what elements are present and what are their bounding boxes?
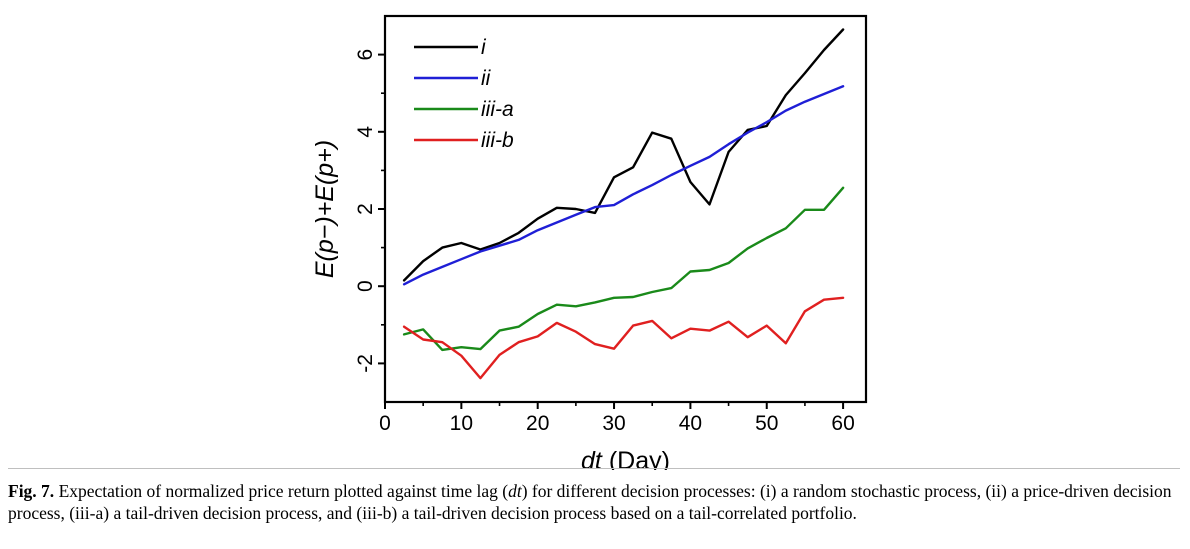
y-tick-label: 2 xyxy=(354,203,377,215)
legend-label-i: i xyxy=(481,36,487,59)
y-tick-label: 4 xyxy=(354,126,377,138)
x-tick-label: 10 xyxy=(450,412,473,435)
x-tick-label: 0 xyxy=(379,412,391,435)
caption-text-part: Expectation of normalized price return p… xyxy=(54,481,509,501)
caption-text-part: ) for different decision processes: (i) … xyxy=(8,481,1172,523)
figure-label: Fig. 7. xyxy=(8,481,55,501)
x-axis-title-part: dt xyxy=(581,447,603,470)
series-line-ii xyxy=(402,85,845,286)
x-tick-label: 50 xyxy=(755,412,778,435)
y-tick-label: -2 xyxy=(354,354,377,373)
legend-label-ii: ii xyxy=(481,67,492,90)
figure-caption: Fig. 7. Expectation of normalized price … xyxy=(8,468,1180,524)
series-line-iii-a xyxy=(402,186,845,352)
legend-label-iii-a: iii-a xyxy=(481,98,514,121)
legend-label-iii-b: iii-b xyxy=(481,129,514,152)
series-layer xyxy=(402,28,845,380)
plot-frame xyxy=(383,14,868,404)
caption-text: Expectation of normalized price return p… xyxy=(8,481,1172,523)
series-line-i xyxy=(402,28,845,282)
caption-text-part: dt xyxy=(508,481,522,501)
x-tick-label: 30 xyxy=(602,412,625,435)
y-axis-title: E(p−)+E(p+) xyxy=(311,140,339,278)
x-axis: 0 10 20 30 40 50 60 xyxy=(379,402,855,435)
y-tick-label: 0 xyxy=(354,280,377,292)
y-tick-label: 6 xyxy=(354,49,377,61)
plot-area xyxy=(383,14,868,404)
series-line-iii-b xyxy=(402,296,845,380)
x-axis-title: dt (Day) xyxy=(581,447,670,470)
y-axis: -2 0 2 4 6 xyxy=(354,49,385,373)
x-tick-label: 60 xyxy=(831,412,854,435)
caption-divider xyxy=(8,468,1180,469)
x-axis-title-part: (Day) xyxy=(602,447,670,470)
x-tick-label: 20 xyxy=(526,412,549,435)
x-tick-label: 40 xyxy=(679,412,702,435)
